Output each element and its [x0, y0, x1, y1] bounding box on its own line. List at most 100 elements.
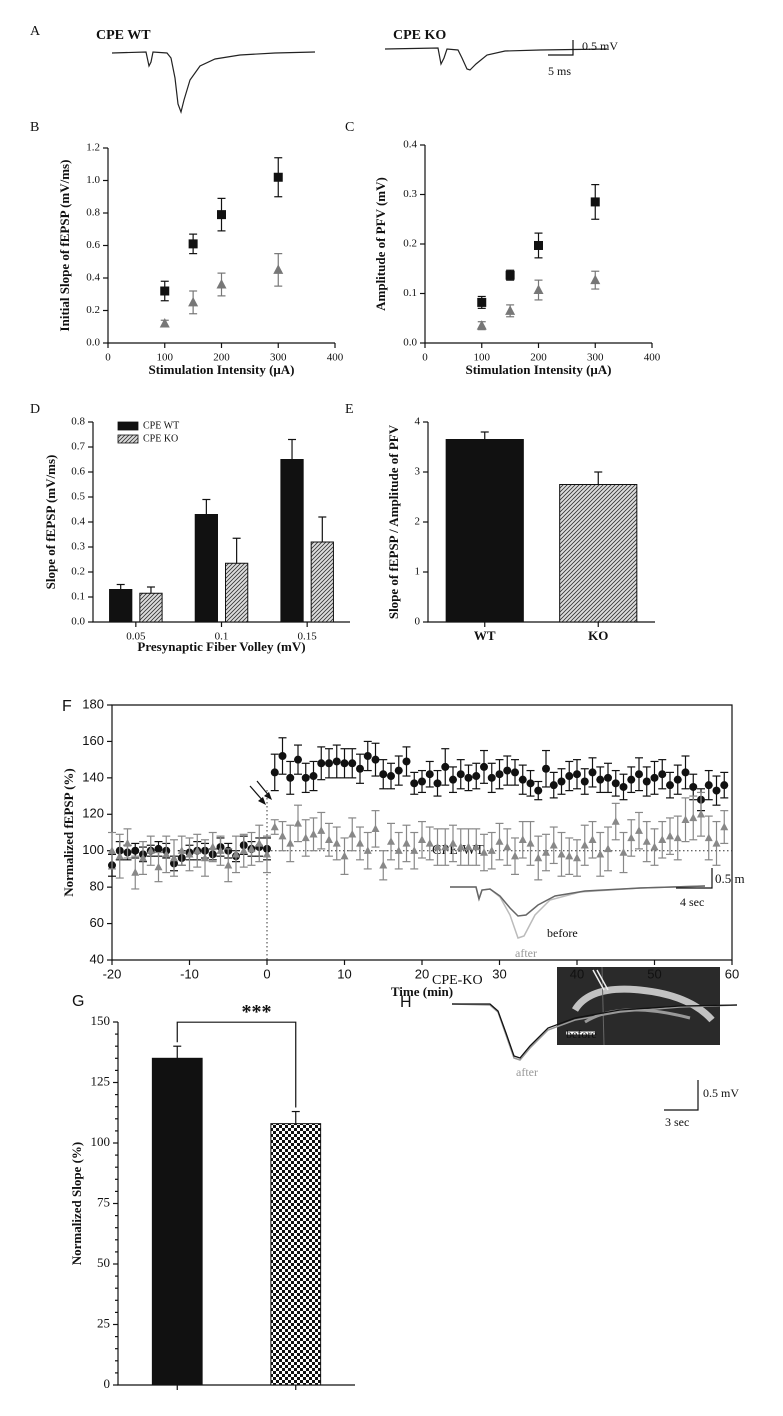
x-tick-label: 100 [474, 352, 491, 364]
marker [580, 840, 589, 849]
marker [627, 775, 636, 784]
marker [518, 835, 527, 843]
legend-swatch [117, 434, 139, 444]
marker [704, 833, 713, 842]
marker [193, 846, 202, 854]
significance-label: *** [242, 1001, 272, 1023]
y-axis-label: Amplitude of PFV (mV) [373, 177, 388, 311]
marker [604, 773, 612, 782]
marker [580, 777, 589, 786]
y-tick-label: 140 [82, 769, 104, 784]
y-tick-label: 4 [415, 416, 421, 428]
marker [673, 775, 682, 784]
marker [666, 781, 674, 790]
marker [185, 849, 194, 858]
y-axis-label: Slope of fEPSP (mV/ms) [43, 455, 58, 590]
marker [611, 817, 620, 825]
stimulus-arrow [249, 780, 272, 805]
marker [449, 839, 457, 847]
marker [332, 839, 341, 847]
marker [418, 835, 426, 843]
marker [216, 279, 227, 289]
marker [720, 781, 729, 790]
bar [151, 1057, 203, 1386]
trace [384, 47, 608, 71]
x-tick-label: 60 [725, 966, 739, 981]
marker [294, 755, 302, 764]
error-bar [202, 498, 211, 515]
marker [131, 868, 140, 876]
marker [441, 762, 450, 771]
panel-label: H [400, 994, 412, 1011]
marker [650, 773, 659, 782]
bar [194, 514, 219, 623]
scale-bar [548, 40, 574, 56]
marker [348, 829, 357, 838]
marker [627, 833, 636, 842]
error-bar [116, 583, 125, 590]
marker [146, 846, 155, 854]
y-tick-label: 0.3 [403, 188, 417, 200]
x-axis-label: Time (min) [391, 984, 453, 999]
marker [201, 853, 209, 862]
bar [310, 541, 334, 623]
y-axis-label: Normalized Slope (%) [69, 1142, 84, 1265]
marker [472, 772, 481, 781]
marker [480, 762, 488, 771]
marker [159, 318, 170, 328]
x-tick-label: 0 [105, 352, 111, 364]
y-tick-label: 0.4 [403, 139, 417, 151]
y-tick-label: 0.3 [71, 541, 85, 553]
scale-label: 5 ms [548, 64, 571, 78]
x-tick-label: 100 [157, 352, 174, 364]
trace [111, 51, 316, 115]
marker [433, 779, 442, 788]
marker [666, 831, 674, 840]
y-tick-label: 1.2 [86, 142, 100, 154]
marker [472, 842, 481, 851]
marker [557, 849, 566, 858]
marker [503, 842, 512, 851]
marker [588, 835, 597, 843]
marker [379, 770, 388, 779]
y-tick-label: 0.6 [71, 466, 85, 478]
y-tick-label: 0.8 [71, 416, 85, 428]
marker [477, 297, 487, 307]
marker [464, 842, 473, 851]
marker [565, 851, 574, 860]
y-tick-label: 100 [91, 1134, 111, 1149]
marker [487, 773, 496, 782]
marker [533, 284, 544, 295]
trace-title: CPE WT [96, 28, 151, 43]
marker [518, 775, 527, 784]
marker [619, 782, 628, 791]
trace-label: before [547, 926, 578, 940]
marker [263, 849, 271, 858]
marker [658, 770, 667, 779]
marker [534, 240, 543, 250]
marker [154, 844, 163, 853]
x-tick-label: 20 [415, 966, 429, 981]
panel-label: E [345, 402, 354, 417]
marker [549, 781, 558, 790]
marker [309, 772, 318, 781]
marker [712, 839, 721, 847]
y-tick-label: 0 [104, 1376, 111, 1391]
scale-label: 0.5 mV [582, 39, 618, 53]
marker [402, 839, 411, 847]
marker [410, 779, 419, 788]
marker [720, 822, 729, 831]
error-bar [232, 537, 241, 564]
marker [635, 770, 643, 779]
marker [177, 846, 186, 854]
marker [325, 759, 333, 768]
x-tick-label: 200 [213, 352, 230, 364]
scale-label: 3 sec [665, 1115, 689, 1129]
trace-title: CPE KO [393, 28, 446, 43]
marker [557, 777, 566, 786]
trace-label: before [566, 1027, 597, 1041]
error-bar [173, 1045, 182, 1059]
marker [387, 837, 395, 845]
marker [590, 274, 601, 285]
